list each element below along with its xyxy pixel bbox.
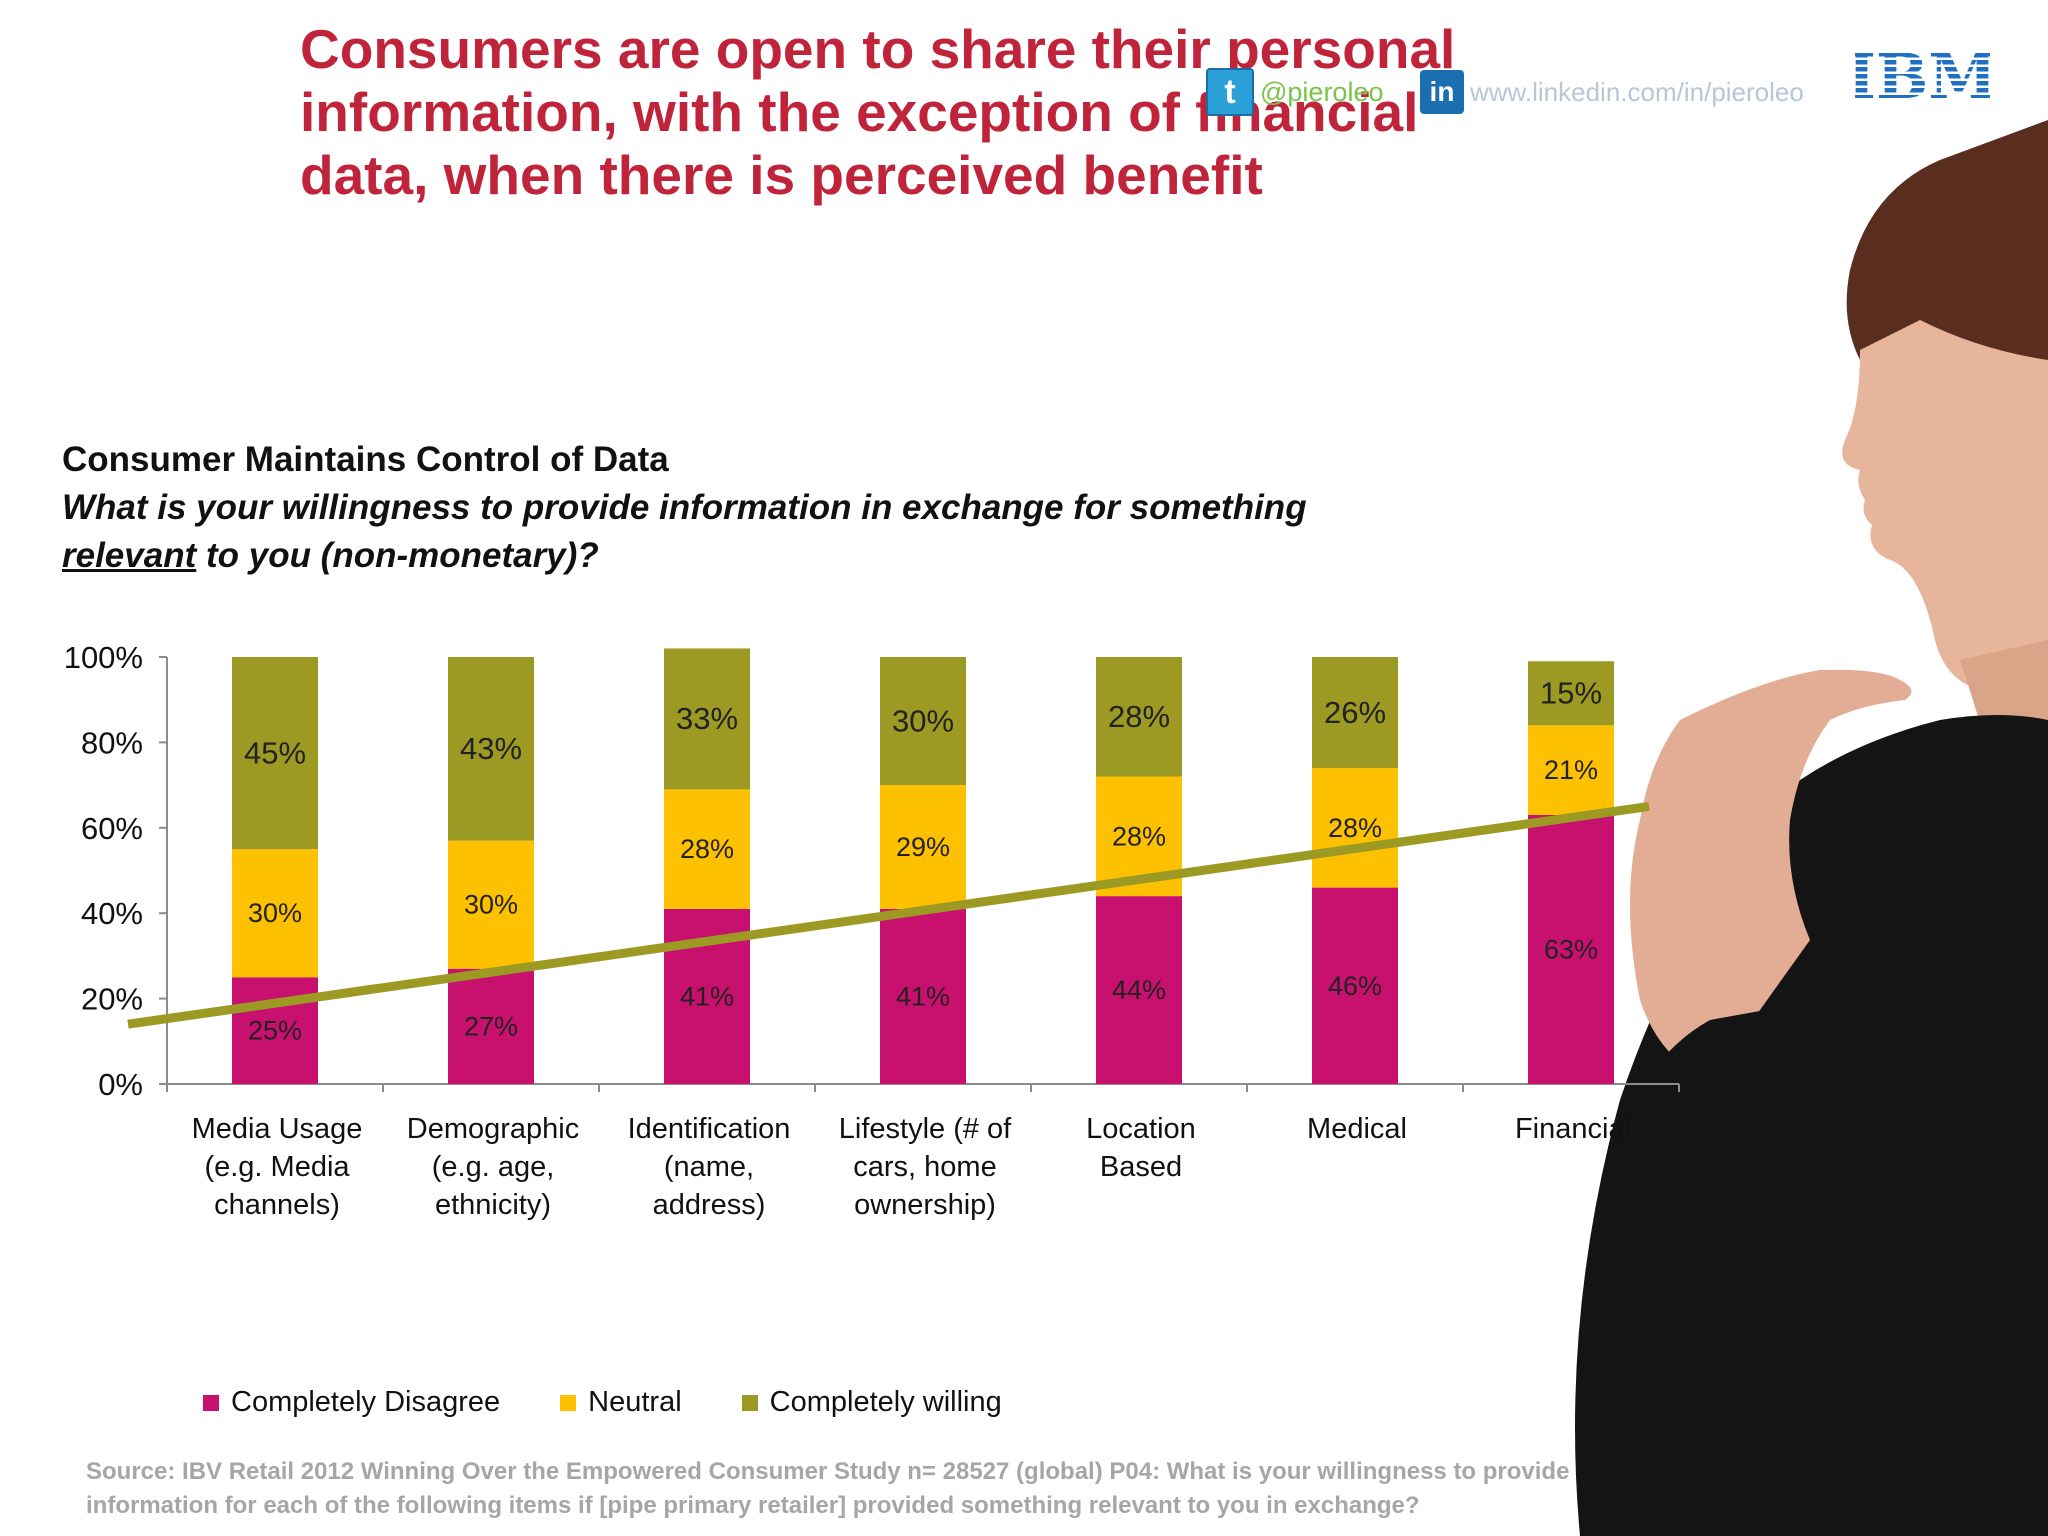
bar-completely-willing	[664, 648, 750, 790]
legend-item-completely-disagree: Completely Disagree	[203, 1386, 500, 1419]
linkedin-link[interactable]: in www.linkedin.com/in/pieroleo	[1420, 70, 1804, 114]
data-label: 21%	[1544, 755, 1598, 785]
x-tick-label: Identification	[628, 1113, 791, 1145]
legend-label: Completely willing	[769, 1386, 1002, 1418]
x-tick-label: Location	[1086, 1113, 1196, 1145]
bar-completely-disagree	[1528, 814, 1614, 1084]
y-tick-label: 0%	[98, 1067, 143, 1102]
x-tick-label: Media Usage	[192, 1113, 363, 1145]
x-tick-label: Medical	[1307, 1113, 1407, 1145]
bar-neutral	[1312, 768, 1398, 888]
x-tick-label: (e.g. Media	[204, 1151, 350, 1183]
stacked-bar-chart: 0% 20% 40% 60% 80% 100% 25% 30% 45% Media Usage (e…	[64, 640, 1680, 1221]
bar-completely-willing	[448, 657, 534, 841]
legend-swatch	[203, 1394, 219, 1411]
data-label: 15%	[1540, 676, 1602, 711]
data-label: 45%	[244, 735, 306, 770]
bar-neutral	[232, 849, 318, 978]
x-tick-label: Demographic	[407, 1113, 579, 1145]
data-label: 63%	[1544, 934, 1598, 964]
data-label: 30%	[248, 898, 302, 928]
x-tick-label: Lifestyle (# of	[839, 1113, 1012, 1145]
question-part-1: What is your willingness to provide info…	[62, 488, 1307, 527]
legend-swatch	[560, 1394, 577, 1411]
x-tick-label: cars, home	[853, 1151, 996, 1183]
linkedin-url: www.linkedin.com/in/pieroleo	[1470, 76, 1804, 107]
question-part-2: to you (non-monetary)?	[196, 536, 599, 575]
data-label: 33%	[676, 701, 738, 736]
legend-label: Completely Disagree	[231, 1386, 501, 1418]
data-label: 29%	[896, 832, 950, 862]
bar-neutral	[448, 840, 534, 969]
data-label: 27%	[464, 1011, 518, 1041]
bar-completely-disagree	[880, 908, 966, 1084]
y-tick-label: 100%	[64, 640, 143, 675]
data-label: 28%	[1328, 813, 1382, 843]
bar-completely-willing	[1312, 657, 1398, 769]
x-tick-label: ownership)	[854, 1189, 996, 1221]
x-tick-label: Financial	[1515, 1113, 1631, 1145]
chart-title: Consumer Maintains Control of Data	[62, 440, 669, 479]
x-tick-label: ethnicity)	[435, 1189, 551, 1221]
woman-photo	[1575, 120, 2048, 1536]
twitter-icon: t	[1206, 68, 1254, 116]
chart-heading: Consumer Maintains Control of Data What …	[62, 436, 1312, 580]
y-tick-label: 80%	[81, 725, 143, 760]
bar-completely-willing	[232, 657, 318, 850]
data-label: 41%	[896, 981, 950, 1011]
data-label: 43%	[460, 731, 522, 766]
bar-completely-willing	[1096, 657, 1182, 777]
x-tick-label: (e.g. age,	[432, 1151, 555, 1183]
bar-neutral	[664, 789, 750, 909]
legend-item-completely-willing: Completely willing	[741, 1386, 1002, 1419]
data-label: 41%	[680, 981, 734, 1011]
ibm-logo-icon: IBM	[1855, 46, 1990, 102]
data-label: 30%	[892, 703, 954, 738]
bar-completely-willing	[1528, 661, 1614, 726]
source-note: Source: IBV Retail 2012 Winning Over the…	[86, 1458, 1570, 1519]
data-label: 26%	[1324, 695, 1386, 730]
bar-neutral	[880, 785, 966, 909]
linkedin-icon: in	[1420, 70, 1464, 114]
bar-completely-willing	[880, 657, 966, 786]
y-tick-label: 40%	[81, 896, 143, 931]
legend-swatch	[741, 1394, 758, 1411]
chart-legend: Completely Disagree Neutral Completely w…	[203, 1386, 1002, 1419]
x-tick-label: (name,	[664, 1151, 754, 1183]
bar-completely-disagree	[448, 968, 534, 1084]
data-label: 46%	[1328, 971, 1382, 1001]
y-tick-label: 20%	[81, 982, 143, 1017]
bar-completely-disagree	[1096, 896, 1182, 1084]
data-label: 28%	[1108, 699, 1170, 734]
ibm-logo-text: IBM	[1855, 46, 1990, 102]
trendline	[127, 801, 1650, 1029]
x-tick-label: channels)	[214, 1189, 340, 1221]
data-label: 44%	[1112, 975, 1166, 1005]
bar-neutral	[1528, 725, 1614, 815]
data-label: 25%	[248, 1016, 302, 1046]
legend-item-neutral: Neutral	[560, 1386, 682, 1419]
x-tick-label: Based	[1100, 1151, 1182, 1183]
twitter-handle-text: @pieroleo	[1260, 76, 1384, 107]
question-emphasis: relevant	[62, 536, 197, 575]
x-tick-label: address)	[653, 1189, 766, 1221]
data-label: 28%	[1112, 821, 1166, 851]
twitter-handle[interactable]: t @pieroleo	[1206, 68, 1383, 116]
chart-question: What is your willingness to provide info…	[62, 484, 1312, 580]
y-tick-label: 60%	[81, 811, 143, 846]
data-label: 28%	[680, 834, 734, 864]
legend-label: Neutral	[588, 1386, 682, 1418]
bar-completely-disagree	[1312, 887, 1398, 1084]
data-label: 30%	[464, 890, 518, 920]
